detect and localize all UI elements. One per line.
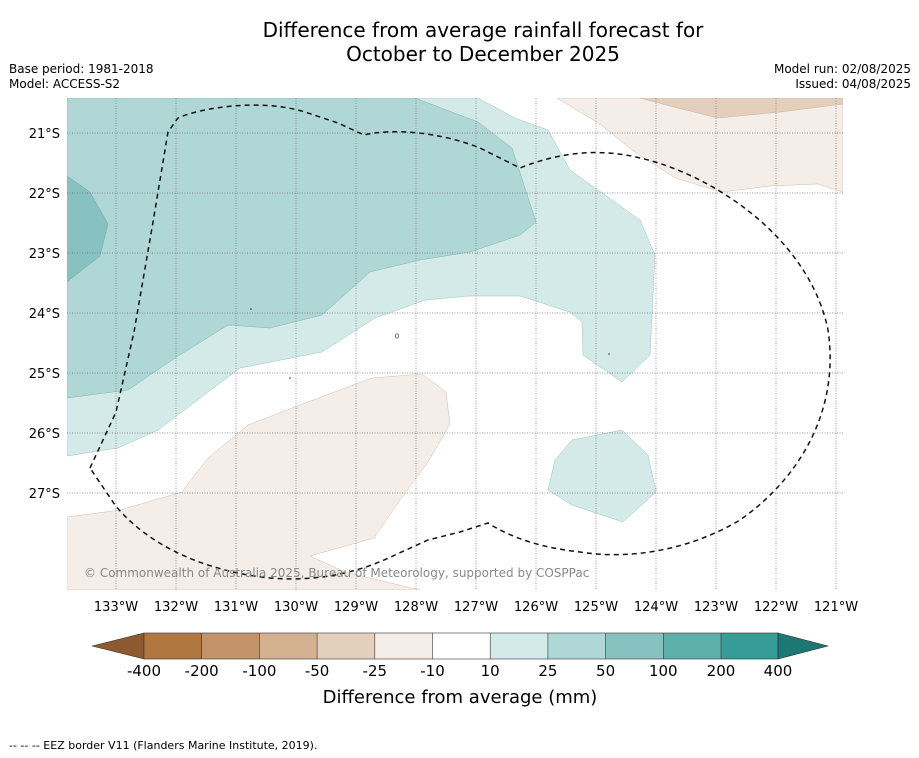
colorbar: -400 -200 -100 -50 -25 -10 10 25 50 100 … bbox=[91, 632, 830, 708]
colorbar-tick-label: -400 bbox=[127, 662, 161, 680]
lon-label: 125°W bbox=[574, 600, 618, 615]
colorbar-tick-label: -25 bbox=[363, 662, 388, 680]
colorbar-tick-label: 10 bbox=[481, 662, 500, 680]
anomaly-region-dark-teal-w bbox=[67, 175, 109, 283]
colorbar-tick-label: 400 bbox=[764, 662, 793, 680]
colorbar-tick-label: 200 bbox=[707, 662, 736, 680]
eez-border bbox=[89, 104, 831, 580]
lon-label: 122°W bbox=[754, 600, 798, 615]
anomaly-region-light-brown-sw bbox=[67, 373, 451, 590]
colorbar-tick-label: -10 bbox=[420, 662, 445, 680]
colorbar-low-extension bbox=[91, 632, 145, 660]
small-contour-dot bbox=[608, 353, 610, 355]
lon-label: 124°W bbox=[634, 600, 678, 615]
lon-label: 126°W bbox=[514, 600, 558, 615]
latitude-labels: 21°S 22°S 23°S 24°S 25°S 26°S 27°S bbox=[29, 127, 60, 502]
colorbar-tick-labels: -400 -200 -100 -50 -25 -10 10 25 50 100 … bbox=[127, 662, 792, 680]
colorbar-dividers bbox=[201, 633, 722, 659]
small-contour-dot bbox=[289, 377, 291, 379]
lat-label: 22°S bbox=[29, 187, 60, 202]
meta-left: Base period: 1981-2018 Model: ACCESS-S2 bbox=[9, 62, 154, 92]
colorbar-swatch bbox=[663, 633, 721, 659]
anomaly-region-mid-teal bbox=[67, 98, 537, 399]
longitude-labels: 133°W 132°W 131°W 130°W 129°W 128°W 127°… bbox=[94, 600, 858, 615]
colorbar-swatch bbox=[317, 633, 375, 659]
colorbar-swatch bbox=[490, 633, 548, 659]
colorbar-high-extension bbox=[777, 632, 830, 660]
colorbar-swatch bbox=[605, 633, 664, 659]
lon-label: 123°W bbox=[694, 600, 738, 615]
lat-label: 21°S bbox=[29, 127, 60, 142]
colorbar-tick-label: 50 bbox=[596, 662, 615, 680]
colorbar-tick-label: -200 bbox=[185, 662, 219, 680]
copyright-notice: © Commonwealth of Australia 2025, Bureau… bbox=[84, 566, 589, 580]
anomaly-region-light-teal-se bbox=[547, 429, 657, 523]
lon-label: 121°W bbox=[814, 600, 858, 615]
lon-label: 132°W bbox=[154, 600, 198, 615]
colorbar-swatch bbox=[721, 633, 778, 659]
lat-label: 24°S bbox=[29, 307, 60, 322]
colorbar-swatch bbox=[201, 633, 260, 659]
colorbar-tick-label: -100 bbox=[242, 662, 276, 680]
lat-label: 23°S bbox=[29, 247, 60, 262]
title-line-1: Difference from average rainfall forecas… bbox=[262, 18, 704, 42]
eez-footnote: -- -- -- EEZ border V11 (Flanders Marine… bbox=[9, 739, 318, 752]
lon-label: 128°W bbox=[394, 600, 438, 615]
meta-right: Model run: 02/08/2025 Issued: 04/08/2025 bbox=[774, 62, 911, 92]
colorbar-tick-label: 25 bbox=[538, 662, 557, 680]
lon-label: 130°W bbox=[274, 600, 318, 615]
lon-label: 131°W bbox=[214, 600, 258, 615]
colorbar-axis-label: Difference from average (mm) bbox=[323, 687, 598, 708]
chart-title: Difference from average rainfall forecas… bbox=[0, 18, 919, 66]
lat-label: 25°S bbox=[29, 367, 60, 382]
anomaly-region-brown-ne bbox=[639, 98, 843, 119]
base-period: Base period: 1981-2018 bbox=[9, 62, 154, 76]
colorbar-frame bbox=[143, 632, 779, 660]
issued-date: Issued: 04/08/2025 bbox=[795, 77, 911, 91]
rainfall-anomaly-shading bbox=[67, 98, 843, 590]
small-contour-ring bbox=[395, 333, 399, 339]
colorbar-swatch bbox=[547, 633, 606, 659]
graticule bbox=[67, 98, 843, 590]
colorbar-tick-label: 100 bbox=[649, 662, 678, 680]
colorbar-tick-label: -50 bbox=[305, 662, 330, 680]
model-run: Model run: 02/08/2025 bbox=[773, 62, 911, 76]
lat-label: 27°S bbox=[29, 487, 60, 502]
colorbar-swatch bbox=[259, 633, 318, 659]
lat-label: 26°S bbox=[29, 427, 60, 442]
small-contour-dot bbox=[250, 308, 252, 310]
lon-label: 133°W bbox=[94, 600, 138, 615]
lon-label: 129°W bbox=[334, 600, 378, 615]
colorbar-swatch bbox=[374, 633, 433, 659]
lon-label: 127°W bbox=[454, 600, 498, 615]
colorbar-swatch bbox=[144, 633, 202, 659]
colorbar-swatch bbox=[432, 633, 491, 659]
model-name: Model: ACCESS-S2 bbox=[9, 77, 121, 91]
title-line-2: October to December 2025 bbox=[346, 42, 620, 66]
